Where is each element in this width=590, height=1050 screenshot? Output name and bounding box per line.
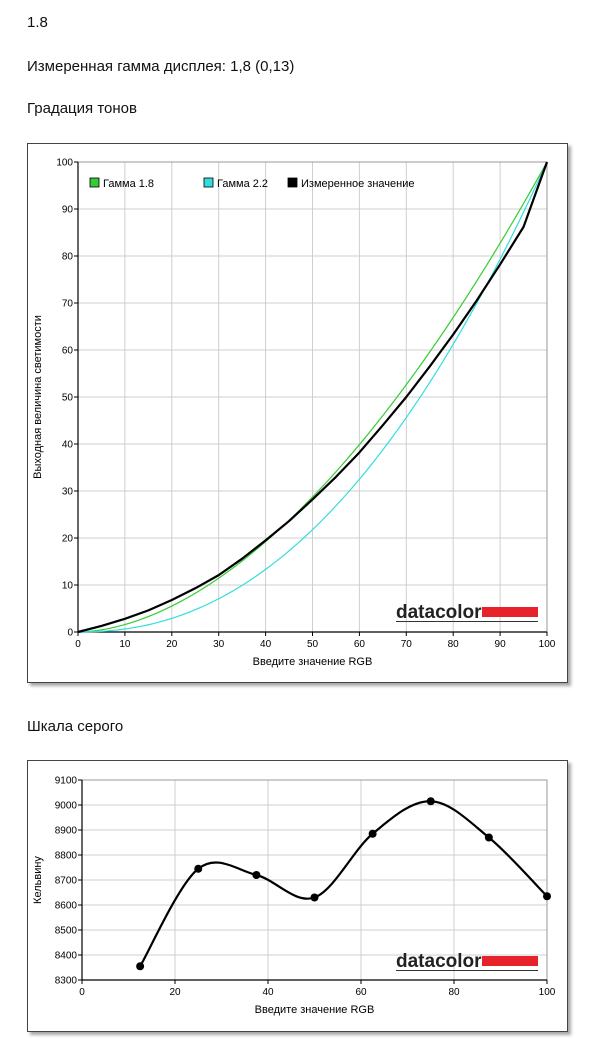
gray-chart: 0 20 40 60 80 100 8300 8400 8500 8600 8700 8800 8900… — [32, 776, 556, 1017]
y-tick-label: 40 — [62, 440, 74, 451]
x-tick-label: 30 — [213, 639, 225, 650]
kelvin-point-7 — [543, 892, 551, 901]
tone-chart-panel: 0 10 20 30 40 50 60 70 80 90 100 0 10 20 30 40 50 60 70 80 9… — [27, 143, 568, 683]
kelvin-line — [139, 800, 548, 967]
x-tick-label: 60 — [354, 639, 366, 650]
x-tick-label: 0 — [75, 639, 81, 650]
kelvin-point-1 — [194, 864, 203, 873]
series-line-0 — [77, 161, 548, 633]
gray-chart-panel: 0 20 40 60 80 100 8300 8400 8500 8600 8700 8800 8900… — [27, 760, 568, 1032]
x-axis-label: Введите значение RGB — [255, 1004, 375, 1016]
x-axis-label: Введите значение RGB — [253, 656, 373, 668]
y-tick-label: 20 — [62, 534, 74, 545]
logo-bar — [482, 956, 538, 966]
legend-label-1: Гамма 2.2 — [217, 178, 268, 190]
y-axis-label: Выходная величина светимости — [32, 315, 44, 479]
y-tick-label: 70 — [62, 299, 74, 310]
y-tick-label: 8800 — [55, 851, 78, 862]
datacolor-logo: datacolor — [396, 602, 482, 623]
y-tick-label: 8600 — [55, 901, 78, 912]
y-tick-label: 9100 — [55, 776, 78, 787]
kelvin-point-2 — [252, 871, 261, 879]
version-label: 1.8 — [27, 14, 48, 31]
y-tick-label: 0 — [67, 628, 73, 639]
kelvin-point-5 — [426, 797, 435, 806]
y-axis-label: Кельвину — [32, 856, 44, 904]
kelvin-point-4 — [368, 829, 377, 838]
tone-chart: 0 10 20 30 40 50 60 70 80 90 100 0 10 20 30 40 50 60 70 80 9… — [32, 158, 556, 669]
y-tick-label: 8300 — [55, 976, 78, 987]
x-tick-label: 80 — [448, 987, 460, 998]
y-tick-label: 8700 — [55, 876, 78, 887]
x-tick-label: 70 — [401, 639, 413, 650]
x-tick-label: 40 — [260, 639, 272, 650]
series-line-1 — [77, 161, 548, 633]
x-tick-label: 100 — [539, 987, 556, 998]
x-tick-label: 50 — [307, 639, 319, 650]
measured-gamma-label: Измеренная гамма дисплея: 1,8 (0,13) — [27, 58, 295, 75]
x-tick-label: 20 — [169, 987, 181, 998]
legend-swatch-2 — [287, 177, 298, 188]
legend-label-0: Гамма 1.8 — [103, 178, 154, 190]
y-tick-label: 60 — [62, 346, 74, 357]
logo-underline — [396, 621, 538, 622]
y-tick-label: 90 — [62, 205, 74, 216]
x-tick-label: 40 — [262, 987, 274, 998]
y-tick-label: 9000 — [55, 801, 78, 812]
y-tick-label: 50 — [62, 393, 74, 404]
x-tick-label: 60 — [355, 987, 367, 998]
y-tick-label: 8500 — [55, 926, 78, 937]
x-tick-label: 90 — [495, 639, 507, 650]
series-line-2 — [77, 161, 549, 634]
y-tick-label: 30 — [62, 487, 74, 498]
legend-label-2: Измеренное значение — [301, 178, 415, 190]
kelvin-point-0 — [136, 962, 145, 971]
logo-underline — [396, 970, 538, 971]
datacolor-logo: datacolor — [396, 951, 482, 972]
tone-section-title: Градация тонов — [27, 100, 137, 117]
x-tick-label: 20 — [166, 639, 178, 650]
legend-swatch-0 — [89, 177, 100, 188]
y-tick-label: 80 — [62, 252, 74, 263]
legend-swatch-1 — [203, 177, 214, 188]
y-tick-label: 10 — [62, 581, 74, 592]
x-tick-label: 100 — [539, 639, 556, 650]
x-tick-label: 80 — [448, 639, 460, 650]
gray-section-title: Шкала серого — [27, 718, 124, 735]
y-tick-label: 100 — [56, 158, 73, 169]
logo-bar — [482, 607, 538, 617]
x-tick-label: 0 — [79, 987, 85, 998]
y-tick-label: 8900 — [55, 826, 78, 837]
y-tick-label: 8400 — [55, 951, 78, 962]
kelvin-point-3 — [310, 893, 319, 902]
kelvin-point-6 — [484, 833, 493, 842]
x-tick-label: 10 — [119, 639, 131, 650]
